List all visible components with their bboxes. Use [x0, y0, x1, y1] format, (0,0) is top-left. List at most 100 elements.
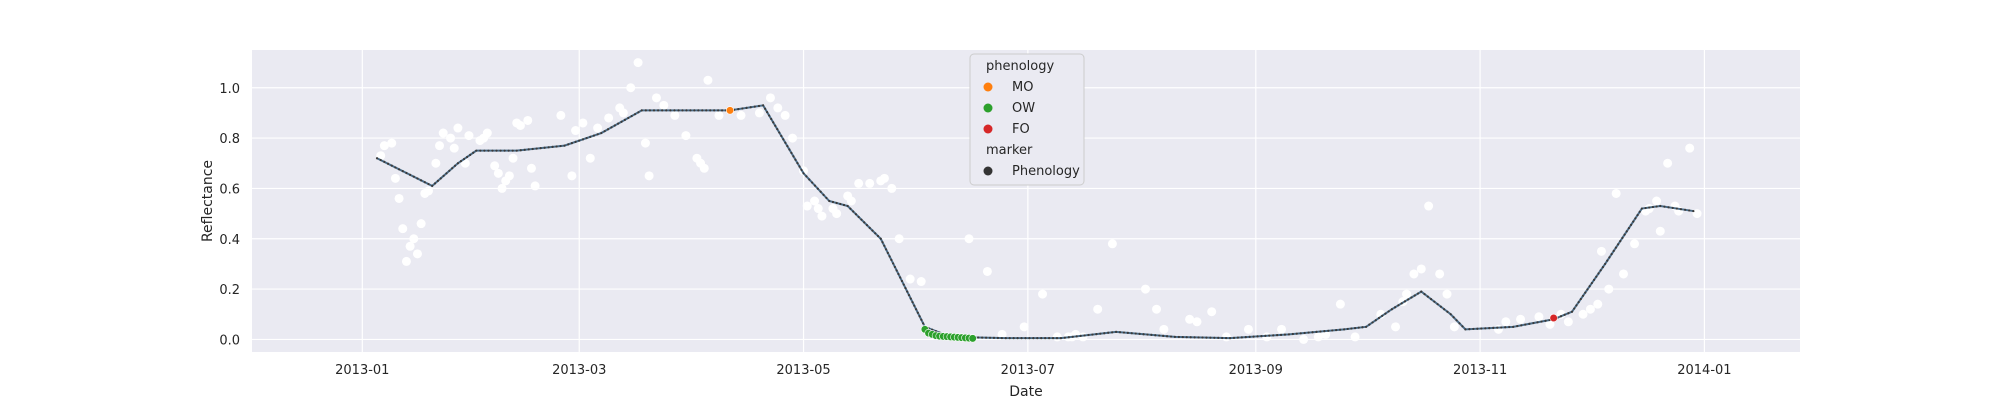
curve-sample-dot: [627, 116, 630, 120]
curve-sample-dot: [1095, 333, 1098, 336]
curve-sample-dot: [988, 336, 992, 339]
curve-sample-dot: [1651, 205, 1655, 209]
curve-sample-dot: [567, 143, 570, 146]
curve-sample-dot: [1103, 332, 1106, 335]
observation-point: [651, 93, 661, 103]
curve-sample-dot: [745, 106, 748, 109]
curve-sample-dot: [1588, 285, 1591, 288]
curve-sample-dot: [1315, 330, 1318, 333]
curve-sample-dot: [1071, 335, 1074, 338]
observation-point: [493, 168, 503, 178]
observation-point: [1534, 312, 1544, 322]
curve-sample-dot: [816, 187, 819, 190]
observation-point: [490, 161, 500, 171]
curve-sample-dot: [1055, 337, 1059, 340]
curve-sample-dot: [1667, 206, 1670, 209]
curve-sample-dot: [503, 149, 506, 152]
phenology-point-mo: [725, 106, 735, 115]
curve-sample-dot: [1612, 249, 1615, 252]
curve-sample-dot: [1464, 328, 1467, 331]
curve-sample-dot: [581, 138, 585, 141]
curve-sample-dot: [1439, 305, 1442, 308]
curve-sample-dot: [1387, 310, 1390, 313]
observation-point: [1493, 324, 1503, 334]
curve-sample-dot: [1040, 337, 1043, 340]
observation-point: [846, 196, 856, 206]
curve-sample-dot: [592, 134, 596, 137]
observation-point: [523, 115, 533, 125]
observation-point: [1019, 322, 1029, 332]
curve-sample-dot: [741, 107, 744, 110]
y-tick-label: 0.0: [219, 333, 240, 348]
curve-sample-dot: [1323, 330, 1326, 333]
curve-sample-dot: [1264, 334, 1267, 337]
observation-point: [1545, 319, 1555, 329]
curve-sample-dot: [603, 130, 606, 133]
legend-entry-label: MO: [1012, 80, 1033, 95]
observation-point: [1604, 284, 1614, 294]
curve-sample-dot: [863, 221, 866, 224]
curve-sample-dot: [996, 336, 999, 340]
curve-sample-dot: [1012, 337, 1015, 340]
curve-sample-dot: [1584, 291, 1587, 294]
curve-sample-dot: [1138, 332, 1141, 335]
observation-point: [659, 100, 669, 110]
smoothed-curve-layer: [375, 104, 1695, 340]
curve-sample-dot: [1335, 328, 1338, 332]
curve-sample-dot: [1420, 290, 1423, 293]
curve-sample-dot: [720, 109, 724, 112]
curve-sample-dot: [1426, 295, 1429, 298]
curve-sample-dot: [819, 190, 822, 193]
legend-entry-label: OW: [1012, 101, 1035, 116]
curve-sample-dot: [879, 237, 882, 240]
curve-sample-dot: [574, 140, 577, 143]
curve-sample-dot: [842, 203, 846, 207]
curve-sample-dot: [681, 109, 684, 112]
curve-sample-dot: [1000, 336, 1003, 340]
curve-sample-dot: [535, 147, 538, 150]
curve-sample-dot: [780, 134, 783, 138]
curve-sample-dot: [656, 109, 660, 112]
observation-point: [810, 196, 820, 206]
observation-point: [401, 256, 411, 266]
observation-point: [817, 211, 827, 221]
curve-sample-dot: [831, 200, 835, 204]
legend-marker: [983, 82, 993, 92]
curve-sample-dot: [1472, 327, 1475, 331]
curve-sample-dot: [916, 311, 919, 314]
curve-sample-dot: [1581, 294, 1585, 297]
curve-sample-dot: [1008, 337, 1011, 340]
curve-sample-dot: [794, 158, 797, 161]
curve-sample-dot: [527, 148, 530, 151]
curve-sample-dot: [1455, 319, 1458, 322]
curve-sample-dot: [890, 258, 893, 261]
curve-sample-dot: [1634, 217, 1637, 220]
curve-sample-dot: [507, 149, 510, 152]
curve-sample-dot: [1353, 326, 1357, 330]
observation-point: [1185, 314, 1195, 324]
curve-sample-dot: [709, 109, 712, 112]
curve-sample-dot: [519, 149, 522, 152]
curve-sample-dot: [1623, 233, 1626, 236]
curve-sample-dot: [846, 204, 849, 208]
curve-sample-dot: [563, 144, 566, 147]
curve-sample-dot: [911, 301, 914, 304]
curve-sample-dot: [1130, 332, 1133, 335]
observation-point: [1578, 309, 1588, 319]
observation-point: [526, 163, 536, 173]
curve-sample-dot: [857, 215, 860, 219]
curve-sample-dot: [1627, 226, 1631, 230]
curve-sample-dot: [770, 117, 773, 121]
observation-point: [604, 113, 614, 123]
observation-point: [754, 108, 764, 118]
curve-sample-dot: [1248, 335, 1251, 338]
curve-sample-dot: [822, 193, 825, 196]
curve-sample-dot: [555, 145, 558, 148]
observation-point: [736, 110, 746, 120]
curve-sample-dot: [448, 169, 451, 172]
curve-sample-dot: [1276, 334, 1279, 337]
observation-point: [813, 204, 823, 214]
curve-sample-dot: [876, 234, 880, 238]
curve-sample-dot: [511, 149, 514, 152]
